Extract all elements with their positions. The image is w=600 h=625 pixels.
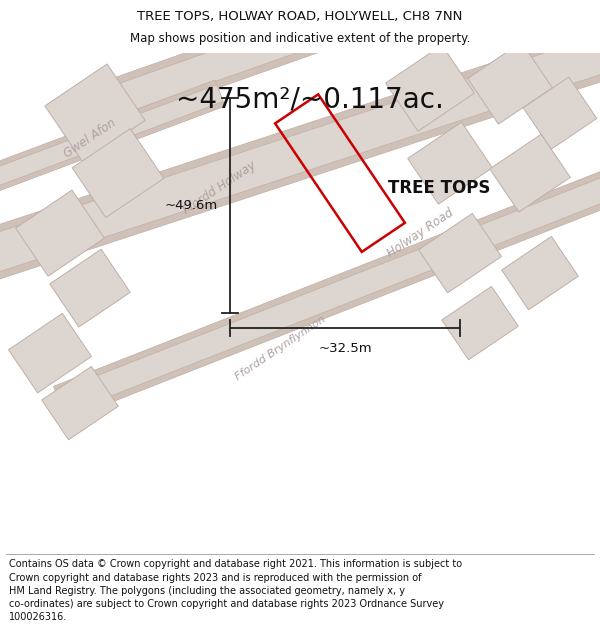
Text: Ffordd Holway: Ffordd Holway <box>181 159 259 218</box>
Text: Ffordd Brynflynnon: Ffordd Brynflynnon <box>233 314 327 382</box>
Polygon shape <box>16 190 104 276</box>
Text: TREE TOPS: TREE TOPS <box>388 179 490 197</box>
Polygon shape <box>442 286 518 360</box>
Polygon shape <box>407 122 493 204</box>
Polygon shape <box>467 42 553 124</box>
Polygon shape <box>523 77 597 149</box>
Polygon shape <box>386 45 475 131</box>
Text: Map shows position and indicative extent of the property.: Map shows position and indicative extent… <box>130 32 470 46</box>
Polygon shape <box>72 129 164 218</box>
Polygon shape <box>419 213 502 293</box>
Text: TREE TOPS, HOLWAY ROAD, HOLYWELL, CH8 7NN: TREE TOPS, HOLWAY ROAD, HOLYWELL, CH8 7N… <box>137 10 463 23</box>
Polygon shape <box>502 236 578 310</box>
Text: Contains OS data © Crown copyright and database right 2021. This information is : Contains OS data © Crown copyright and d… <box>9 559 462 622</box>
Polygon shape <box>42 366 118 440</box>
Text: Holway Road: Holway Road <box>385 206 455 260</box>
Polygon shape <box>490 134 570 212</box>
Text: ~32.5m: ~32.5m <box>318 342 372 355</box>
Polygon shape <box>0 80 225 196</box>
Polygon shape <box>56 172 600 414</box>
Polygon shape <box>0 23 600 283</box>
Text: ~49.6m: ~49.6m <box>165 199 218 212</box>
Polygon shape <box>50 249 130 327</box>
Polygon shape <box>73 0 600 134</box>
Polygon shape <box>8 313 91 393</box>
Polygon shape <box>45 64 145 162</box>
Polygon shape <box>0 30 600 276</box>
Text: ~475m²/~0.117ac.: ~475m²/~0.117ac. <box>176 85 444 113</box>
Polygon shape <box>53 166 600 420</box>
Text: Gwel Afon: Gwel Afon <box>62 116 118 160</box>
Polygon shape <box>75 0 600 127</box>
Polygon shape <box>0 85 223 191</box>
